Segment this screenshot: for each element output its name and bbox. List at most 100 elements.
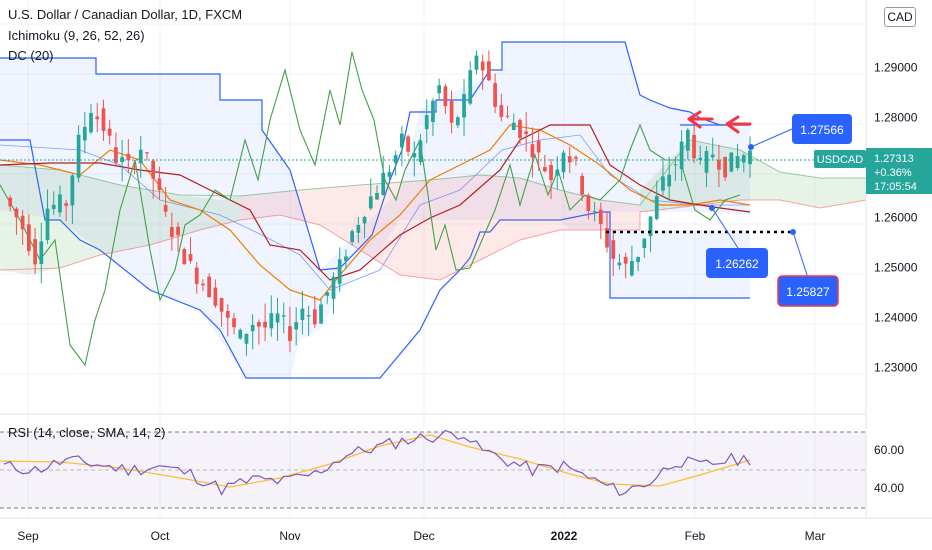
donchian-lower xyxy=(0,139,750,379)
price-tick-label: 1.26000 xyxy=(874,211,918,225)
last-price-value: 1.27313 xyxy=(874,153,914,165)
candle-up xyxy=(636,256,640,263)
candle-up xyxy=(387,171,392,177)
candle-up xyxy=(418,140,423,162)
candle-up xyxy=(393,155,398,163)
candle-down xyxy=(312,309,317,325)
candle-up xyxy=(474,55,479,70)
ichimoku-legend[interactable]: Ichimoku (9, 26, 52, 26) xyxy=(8,28,145,43)
time-axis-ticks: Sep Oct Nov Dec 2022 Feb Mar xyxy=(17,529,825,543)
candle-down xyxy=(443,86,448,107)
candle-down xyxy=(33,239,37,265)
candle-up xyxy=(592,211,597,213)
candle-down xyxy=(257,321,261,327)
candle-up xyxy=(617,262,622,266)
currency-badge[interactable]: CAD xyxy=(884,7,916,27)
tenkan-sen xyxy=(0,124,751,301)
candle-down xyxy=(574,156,578,159)
candle-up xyxy=(729,152,734,172)
candle-up xyxy=(685,129,690,151)
candle-down xyxy=(232,318,236,328)
candle-up xyxy=(275,313,280,323)
svg-text:USDCAD: USDCAD xyxy=(817,154,864,166)
candle-down xyxy=(542,167,547,172)
candle-down xyxy=(151,160,156,179)
candle-up xyxy=(654,195,659,219)
candle-up xyxy=(375,193,379,200)
candle-down xyxy=(213,287,218,306)
candle-down xyxy=(499,105,504,118)
candle-up xyxy=(741,155,746,163)
candle-up xyxy=(667,174,672,187)
candle-down xyxy=(101,108,106,132)
candle-up xyxy=(431,100,435,122)
candle-up xyxy=(306,315,311,317)
candle-up xyxy=(698,157,703,160)
candle-up xyxy=(710,154,715,158)
callout-1-26262[interactable]: 1.26262 xyxy=(706,248,768,278)
bar-countdown: 17:05:54 xyxy=(874,181,917,193)
candle-down xyxy=(169,227,174,237)
candle-down xyxy=(623,256,628,264)
candle-down xyxy=(524,131,529,135)
candle-up xyxy=(455,117,460,126)
candle-up xyxy=(468,70,473,104)
candle-down xyxy=(692,134,696,159)
candle-up xyxy=(238,329,243,339)
candle-up xyxy=(281,315,286,317)
time-axis xyxy=(0,518,932,550)
callout-connectors xyxy=(709,128,809,279)
candle-up xyxy=(89,113,93,133)
candle-down xyxy=(605,228,609,248)
candle-up xyxy=(39,241,44,264)
candle-up xyxy=(356,224,361,233)
candle-down xyxy=(8,197,13,207)
candle-down xyxy=(225,310,230,318)
candle-up xyxy=(76,134,81,178)
candle-down xyxy=(163,204,168,212)
svg-text:1.25827: 1.25827 xyxy=(786,285,830,299)
price-candles xyxy=(8,50,752,356)
candle-down xyxy=(207,276,212,298)
candle-down xyxy=(449,100,454,123)
candle-up xyxy=(51,204,56,210)
candle-up xyxy=(437,85,442,94)
candle-up xyxy=(300,308,305,320)
price-tick-label: 1.24000 xyxy=(874,311,918,325)
candle-down xyxy=(530,144,535,158)
candle-down xyxy=(480,61,485,71)
kumo-cloud-forward xyxy=(640,140,866,212)
donchian-legend[interactable]: DC (20) xyxy=(8,48,54,63)
candle-down xyxy=(201,283,205,286)
callout-1-27566[interactable]: 1.27566 xyxy=(792,114,852,144)
candle-down xyxy=(182,249,187,265)
candle-up xyxy=(120,157,124,163)
candle-up xyxy=(362,216,367,224)
rsi-tick-60: 60.00 xyxy=(874,443,904,457)
candle-down xyxy=(505,115,510,117)
callout-1-25827[interactable]: 1.25827 xyxy=(777,275,839,307)
time-tick-label: Sep xyxy=(17,529,39,543)
symbol-tag: USDCAD xyxy=(814,150,866,168)
price-axis xyxy=(866,0,932,518)
candle-down xyxy=(20,215,25,230)
candle-up xyxy=(325,292,330,296)
candle-down xyxy=(263,321,267,328)
time-tick-label: Mar xyxy=(805,529,826,543)
candle-up xyxy=(630,260,634,276)
candle-down xyxy=(64,203,69,206)
candle-up xyxy=(381,172,386,195)
candle-down xyxy=(194,267,199,284)
candle-down xyxy=(723,156,727,178)
candle-up xyxy=(735,156,740,168)
candle-up xyxy=(294,322,299,330)
candle-up xyxy=(250,324,255,332)
candle-up xyxy=(58,194,62,213)
candle-down xyxy=(132,166,137,168)
candle-up xyxy=(82,126,87,141)
candle-down xyxy=(107,128,112,136)
svg-text:1.27566: 1.27566 xyxy=(800,123,844,137)
rsi-legend[interactable]: RSI (14, close, SMA, 14, 2) xyxy=(8,425,166,440)
candle-down xyxy=(580,175,585,195)
